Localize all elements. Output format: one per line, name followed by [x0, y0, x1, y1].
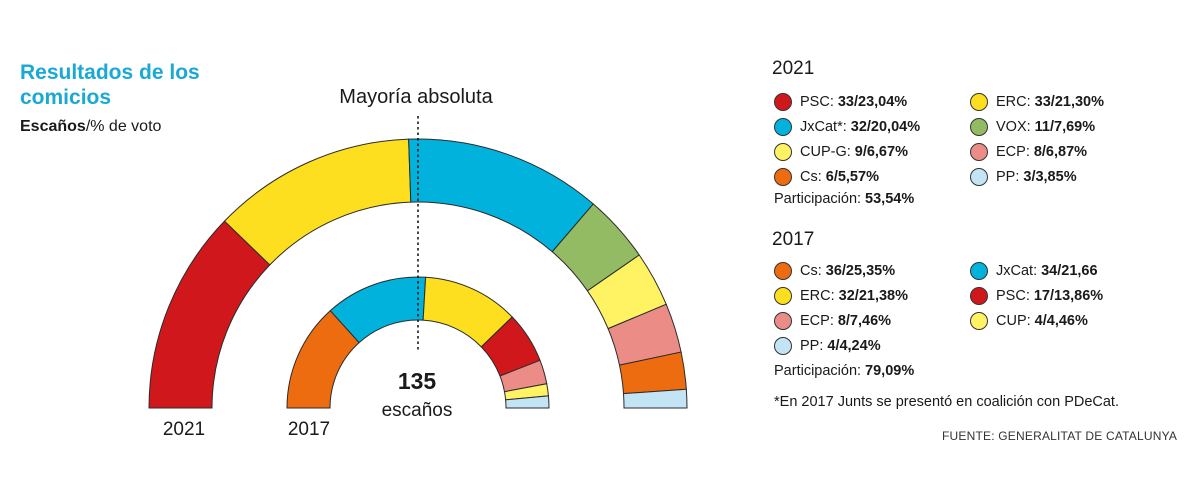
participation-label: Participación: [774, 363, 862, 379]
legend-swatch [774, 93, 792, 111]
legend-party: JxCat*: [800, 119, 847, 135]
legend-swatch [774, 262, 792, 280]
legend-2017: 2017 [772, 229, 814, 251]
legend-value: 4/4,46% [1034, 313, 1088, 329]
legend-value: 32/20,04% [850, 119, 921, 135]
legend-value: 34/21,66 [1041, 263, 1098, 279]
legend-party: CUP-G: [800, 144, 851, 160]
legend-value: 8/7,46% [837, 313, 892, 329]
legend-swatch [970, 168, 988, 186]
legend-year-2017: 2017 [772, 229, 815, 250]
legend-value: 6/5,57% [825, 169, 879, 185]
legend-swatch [774, 118, 792, 136]
ring-label-2021: 2021 [163, 419, 205, 440]
legend-party: CUP: [996, 313, 1031, 329]
participation-2021: Participación: 53,54% [774, 191, 914, 207]
seat-segment-2021-erc [223, 138, 412, 266]
legend-item: CUP: 4/4,46% [970, 310, 1088, 332]
footnote: *En 2017 Junts se presentó en coalición … [774, 394, 1119, 410]
legend-party: VOX: [996, 119, 1031, 135]
legend-swatch [774, 312, 792, 330]
legend-year-2021: 2021 [772, 58, 815, 79]
seat-segment-2021-pp [622, 388, 688, 409]
legend-party: ECP: [800, 313, 834, 329]
subtitle-bold: Escaños [20, 118, 86, 135]
total-seats-number: 135 [398, 368, 437, 394]
legend-item: Cs: 6/5,57% [774, 166, 879, 188]
legend-value: 33/23,04% [837, 94, 908, 110]
legend-party: ECP: [996, 144, 1030, 160]
legend-swatch [970, 118, 988, 136]
legend-swatch [970, 262, 988, 280]
legend-item: JxCat*: 32/20,04% [774, 116, 920, 138]
legend-party: Cs: [800, 263, 822, 279]
legend-swatch [970, 312, 988, 330]
chart-subtitle: Escaños/% de voto [20, 118, 161, 136]
legend-party: PSC: [996, 288, 1030, 304]
legend-party: ERC: [800, 288, 835, 304]
legend-item: Cs: 36/25,35% [774, 260, 895, 282]
legend-swatch [774, 168, 792, 186]
parliament-chart: Mayoría absoluta 135 escaños 2021 2017 [148, 86, 688, 440]
participation-label: Participación: [774, 191, 862, 207]
legend-party: PSC: [800, 94, 834, 110]
legend-swatch [774, 143, 792, 161]
legend-item: PSC: 17/13,86% [970, 285, 1103, 307]
legend-value: 9/6,67% [854, 144, 908, 160]
legend-item: CUP-G: 9/6,67% [774, 141, 908, 163]
legend-party: ERC: [996, 94, 1031, 110]
legend-swatch [970, 287, 988, 305]
legend-item: PSC: 33/23,04% [774, 91, 907, 113]
subtitle-rest: /% de voto [85, 118, 162, 135]
total-seats-label: escaños [382, 400, 453, 421]
legend-swatch [774, 287, 792, 305]
legend-party: PP: [800, 338, 824, 354]
legend-item: VOX: 11/7,69% [970, 116, 1095, 138]
participation-value: 79,09% [865, 363, 915, 379]
legend-value: 17/13,86% [1033, 288, 1104, 304]
seat-segment-2021-psc [148, 220, 271, 409]
legend-swatch [970, 143, 988, 161]
chart-title: Resultados de los comicios [20, 61, 200, 109]
legend-item: ERC: 33/21,30% [970, 91, 1104, 113]
legend-2021: 2021 [772, 58, 814, 80]
legend-swatch [774, 337, 792, 355]
seat-segment-2017-pp [505, 395, 550, 409]
legend-value: 11/7,69% [1034, 119, 1096, 135]
participation-2017: Participación: 79,09% [774, 363, 914, 379]
ring-label-2017: 2017 [288, 419, 330, 440]
legend-party: PP: [996, 169, 1020, 185]
legend-value: 8/6,87% [1033, 144, 1088, 160]
legend-party: Cs: [800, 169, 822, 185]
legend-value: 33/21,30% [1034, 94, 1104, 110]
legend-value: 3/3,85% [1023, 169, 1077, 185]
legend-item: JxCat: 34/21,66 [970, 260, 1098, 282]
legend-party: JxCat: [996, 263, 1038, 279]
legend-swatch [970, 93, 988, 111]
legend-item: ECP: 8/6,87% [970, 141, 1087, 163]
legend-value: 36/25,35% [825, 263, 896, 279]
legend-item: PP: 3/3,85% [970, 166, 1077, 188]
participation-value: 53,54% [865, 191, 915, 207]
majority-label: Mayoría absoluta [339, 86, 493, 108]
legend-item: ECP: 8/7,46% [774, 310, 891, 332]
legend-value: 32/21,38% [838, 288, 908, 304]
legend-item: PP: 4/4,24% [774, 335, 881, 357]
source-credit: FUENTE: GENERALITAT DE CATALUNYA [942, 429, 1178, 443]
legend-item: ERC: 32/21,38% [774, 285, 908, 307]
legend-value: 4/4,24% [827, 338, 881, 354]
seat-segment-2021-jxcat [408, 138, 595, 253]
